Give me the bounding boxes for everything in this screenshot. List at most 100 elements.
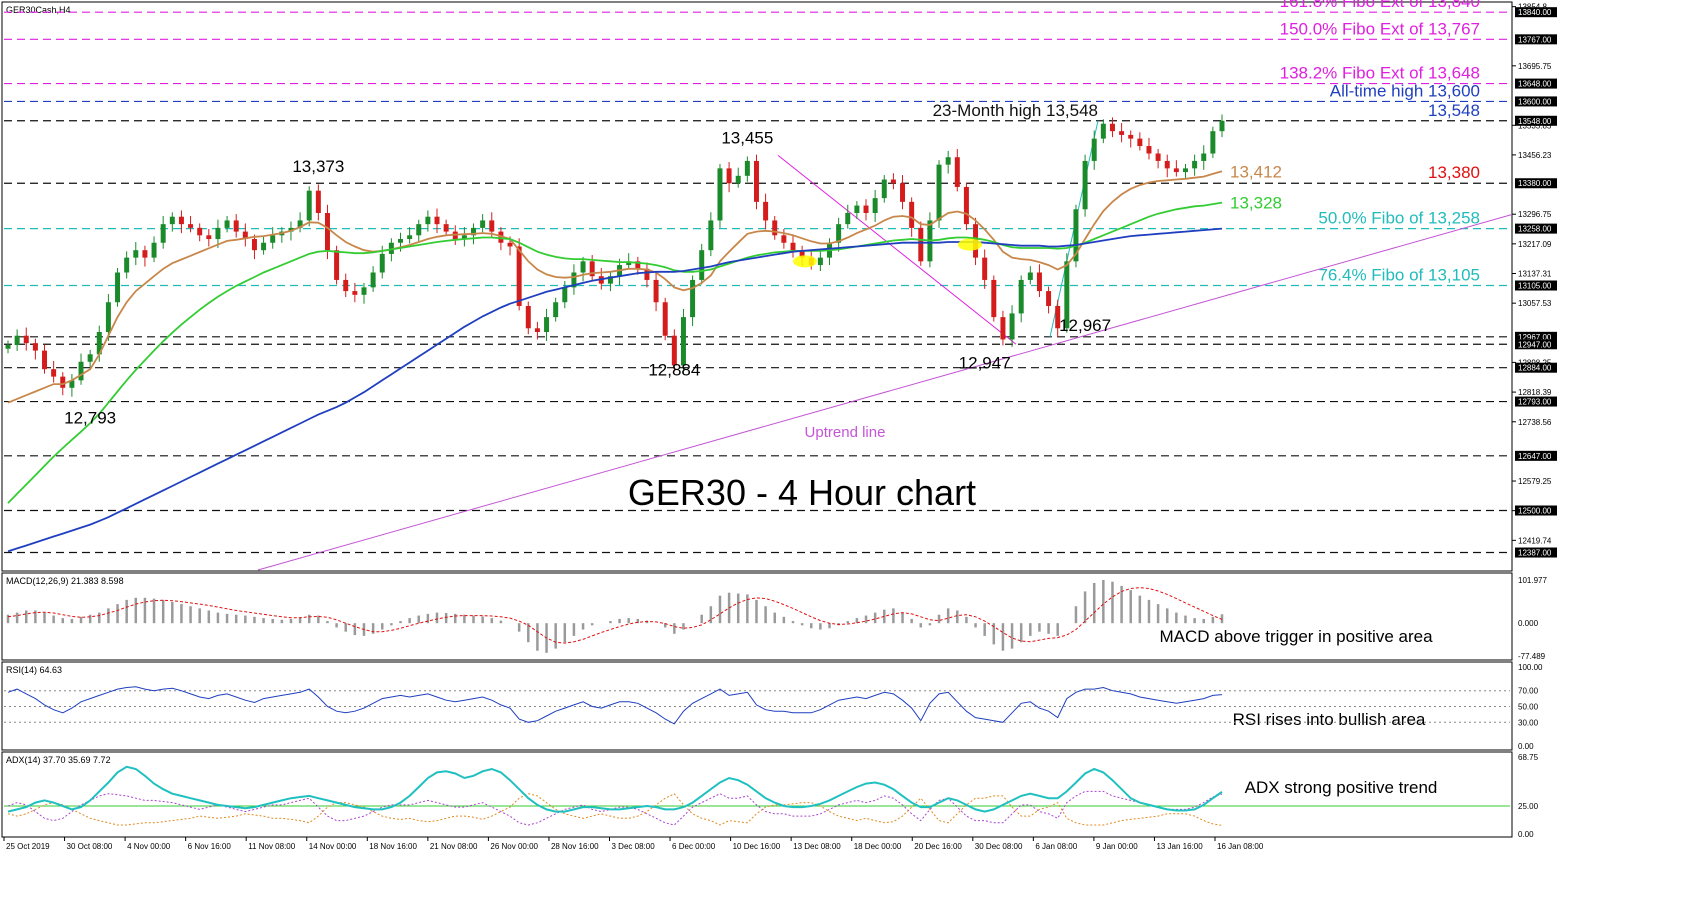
price-tick-label: 13854.8 bbox=[1518, 3, 1547, 12]
candle-body bbox=[352, 291, 358, 295]
level-axis-tag-label: 12647.00 bbox=[1518, 452, 1552, 461]
time-tick-label: 6 Jan 08:00 bbox=[1035, 842, 1077, 851]
candle-body bbox=[863, 205, 869, 213]
level-axis-tag bbox=[1515, 78, 1557, 89]
adx-pane: ADX(14) 37.70 35.69 7.72 ADX strong posi… bbox=[1, 751, 1513, 838]
price-tick-label: 12818.39 bbox=[1518, 388, 1552, 397]
rsi-axis-label: 70.00 bbox=[1518, 687, 1539, 696]
candle-body bbox=[735, 175, 741, 184]
time-tick-label: 20 Dec 16:00 bbox=[914, 842, 962, 851]
adx-annotation: ADX strong positive trend bbox=[1245, 778, 1438, 797]
level-label: 161.8% Fibo Ext of 13,840 bbox=[1280, 0, 1480, 11]
macd-pane: MACD(12,26,9) 21.383 8.598 MACD above tr… bbox=[1, 572, 1513, 661]
candle-body bbox=[261, 242, 267, 251]
candle-body bbox=[653, 279, 659, 303]
level-axis-tag-label: 13840.00 bbox=[1518, 8, 1552, 17]
candle-body bbox=[781, 235, 787, 243]
time-tick-label: 11 Nov 08:00 bbox=[248, 842, 296, 851]
candle-body bbox=[900, 183, 906, 202]
candle-body bbox=[790, 242, 796, 251]
level-axis-tag bbox=[1515, 362, 1557, 373]
candle-body bbox=[23, 335, 29, 344]
candle-body bbox=[525, 305, 531, 329]
level-axis-tag bbox=[1515, 396, 1557, 407]
candle-body bbox=[115, 272, 121, 303]
candle-body bbox=[251, 239, 257, 251]
level-axis-tag-label: 13648.00 bbox=[1518, 80, 1552, 89]
time-tick-label: 26 Nov 00:00 bbox=[490, 842, 538, 851]
time-tick-label: 25 Oct 2019 bbox=[6, 842, 50, 851]
candle-body bbox=[87, 354, 93, 362]
rsi-pane-border bbox=[1, 661, 1513, 751]
candle-body bbox=[936, 164, 942, 221]
candle-body bbox=[1146, 146, 1152, 154]
candle-body bbox=[671, 335, 677, 366]
price-tick-label: 12579.25 bbox=[1518, 477, 1552, 486]
candle-body bbox=[489, 220, 495, 232]
candle-body bbox=[324, 212, 330, 251]
ma-value-label: 13,328 bbox=[1230, 194, 1282, 213]
price-series bbox=[5, 114, 1225, 397]
level-axis-tag-label: 13380.00 bbox=[1518, 179, 1552, 188]
candle-body bbox=[534, 328, 540, 332]
candle-body bbox=[133, 250, 139, 258]
time-tick-label: 18 Dec 00:00 bbox=[854, 842, 902, 851]
rsi-axis-label: 30.00 bbox=[1518, 718, 1539, 727]
crossover-marker bbox=[793, 255, 817, 268]
candle-body bbox=[42, 350, 48, 370]
adx-axis-label: 25.00 bbox=[1518, 802, 1539, 811]
candle-body bbox=[270, 235, 276, 243]
candle-body bbox=[1182, 168, 1188, 173]
candle-body bbox=[845, 212, 851, 225]
candle-body bbox=[1155, 153, 1161, 161]
level-axis-tag-label: 13600.00 bbox=[1518, 97, 1552, 106]
candle-body bbox=[1000, 317, 1006, 340]
candle-body bbox=[434, 216, 440, 225]
price-annotation: 12,793 bbox=[64, 409, 116, 428]
price-tick-label: 13456.23 bbox=[1518, 151, 1552, 160]
price-tick-label: 13137.31 bbox=[1518, 269, 1552, 278]
candle-body bbox=[1219, 120, 1225, 132]
candle-body bbox=[151, 242, 157, 258]
candle-body bbox=[726, 168, 732, 184]
level-label: 23-Month high 13,548 bbox=[933, 101, 1098, 120]
candle-body bbox=[315, 190, 321, 213]
time-tick-label: 13 Dec 08:00 bbox=[793, 842, 841, 851]
candle-body bbox=[178, 216, 184, 225]
candle-body bbox=[1055, 305, 1061, 329]
candle-body bbox=[233, 220, 239, 232]
level-axis-tag-label: 12967.00 bbox=[1518, 333, 1552, 342]
candle-body bbox=[635, 261, 641, 269]
macd-signal-line bbox=[7, 587, 1223, 644]
candle-body bbox=[1109, 123, 1115, 132]
moving-average-line bbox=[7, 201, 1223, 504]
candle-body bbox=[370, 272, 376, 288]
level-right-label: 13,380 bbox=[1428, 163, 1480, 182]
time-tick-label: 3 Dec 08:00 bbox=[612, 842, 656, 851]
rsi-axis-label: 50.00 bbox=[1518, 703, 1539, 712]
candle-body bbox=[1046, 291, 1052, 306]
macd-annotation: MACD above trigger in positive area bbox=[1159, 627, 1433, 646]
minus-di-line bbox=[7, 793, 1223, 826]
horizontal-levels: 161.8% Fibo Ext of 13,840 150.0% Fibo Ext… bbox=[4, 0, 1510, 554]
price-tick-label: 13695.75 bbox=[1518, 62, 1552, 71]
candle-body bbox=[872, 198, 878, 213]
macd-header: MACD(12,26,9) 21.383 8.598 bbox=[6, 576, 124, 586]
candle-body bbox=[379, 253, 385, 273]
level-axis-tag bbox=[1515, 115, 1557, 126]
candle-body bbox=[571, 272, 577, 288]
candle-body bbox=[14, 335, 20, 346]
price-tick-label: 12419.74 bbox=[1518, 536, 1552, 545]
candle-body bbox=[562, 287, 568, 303]
candle-body bbox=[580, 261, 586, 273]
candle-body bbox=[96, 331, 102, 355]
candle-body bbox=[105, 302, 111, 332]
candle-body bbox=[160, 224, 166, 243]
candle-body bbox=[1201, 153, 1207, 161]
candle-body bbox=[945, 157, 951, 165]
level-axis-tag bbox=[1515, 34, 1557, 45]
candle-body bbox=[836, 224, 842, 243]
candle-body bbox=[398, 239, 403, 243]
time-tick-label: 18 Nov 16:00 bbox=[369, 842, 417, 851]
